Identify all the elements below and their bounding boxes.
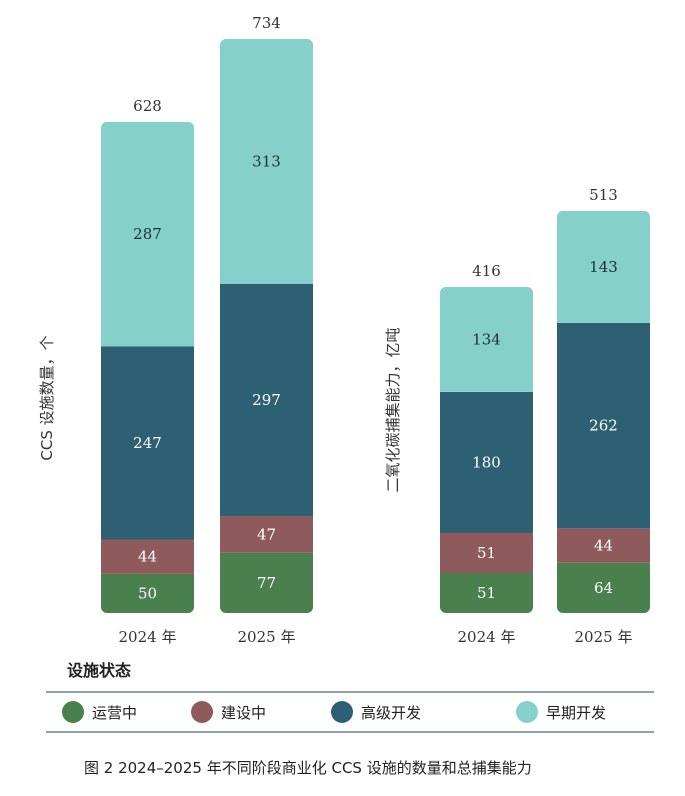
data-label: 262 xyxy=(589,417,618,435)
total-label: 734 xyxy=(252,14,281,32)
data-label: 51 xyxy=(477,544,496,562)
data-label: 180 xyxy=(472,453,501,471)
legend-swatch xyxy=(516,701,538,723)
bar-segment xyxy=(557,528,650,563)
bar-segment xyxy=(101,346,194,540)
data-label: 47 xyxy=(257,525,276,543)
x-tick-label: 2024 年 xyxy=(458,628,516,646)
bar-segment xyxy=(440,286,533,392)
bar-stack xyxy=(440,286,533,613)
total-label: 416 xyxy=(472,262,501,280)
bar-stack xyxy=(557,210,650,613)
y-axis-title: 二氧化碳捕集能力，亿吨 xyxy=(384,327,402,492)
legend-label: 高级开发 xyxy=(361,703,422,722)
legend-swatch xyxy=(62,701,84,723)
legend-title: 设施状态 xyxy=(67,661,132,680)
legend: 运营中 建设中 高级开发 早期开发 xyxy=(46,691,654,733)
legend-label: 建设中 xyxy=(221,703,267,722)
total-label: 628 xyxy=(133,97,162,115)
figure-caption: 图 2 2024–2025 年不同阶段商业化 CCS 设施的数量和总捕集能力 xyxy=(84,759,532,777)
data-label: 143 xyxy=(589,258,618,276)
legend-label: 早期开发 xyxy=(546,703,607,722)
legend-swatch xyxy=(191,701,213,723)
legend-item-advanced: 高级开发 xyxy=(331,701,421,723)
bar-segment xyxy=(220,283,313,517)
data-label: 64 xyxy=(594,579,613,597)
bar-segment xyxy=(557,322,650,529)
legend-swatch xyxy=(331,701,353,723)
bar-segment xyxy=(101,539,194,574)
bar-segment xyxy=(440,533,533,574)
chart: 50 44 247 287 628 2024 年 77 47 297 313 734 2025 年 CC… xyxy=(38,14,650,646)
bar-segment xyxy=(440,391,533,534)
data-label: 247 xyxy=(133,434,162,452)
data-label: 44 xyxy=(594,537,613,555)
data-label: 313 xyxy=(252,152,281,170)
bar-segment xyxy=(101,121,194,347)
legend-label: 运营中 xyxy=(92,703,138,722)
bar-segment xyxy=(557,562,650,613)
bar-segment xyxy=(440,573,533,613)
bar-segment xyxy=(220,39,313,284)
y-axis-title: CCS 设施数量，个 xyxy=(38,335,56,460)
bar-segment xyxy=(101,573,194,613)
data-label: 77 xyxy=(257,574,276,592)
bar-stack xyxy=(101,121,194,613)
bar-stack xyxy=(220,39,313,613)
legend-item-construction: 建设中 xyxy=(191,701,266,723)
data-label: 51 xyxy=(477,584,496,602)
chart-panel-capture-capacity: 51 51 180 134 416 2024 年 64 44 262 143 513 2025 年 二氧… xyxy=(384,186,650,646)
chart-panel-facility-count: 50 44 247 287 628 2024 年 77 47 297 313 734 2025 年 CC… xyxy=(38,14,313,646)
data-label: 297 xyxy=(252,391,281,409)
legend-item-operating: 运营中 xyxy=(62,701,137,723)
data-label: 44 xyxy=(138,548,157,566)
bar-segment xyxy=(220,516,313,553)
bar-segment xyxy=(557,210,650,323)
x-tick-label: 2025 年 xyxy=(575,628,633,646)
x-tick-label: 2025 年 xyxy=(238,628,296,646)
data-label: 134 xyxy=(472,330,501,348)
bar-segment xyxy=(220,552,313,613)
data-label: 287 xyxy=(133,225,162,243)
data-label: 50 xyxy=(138,584,157,602)
x-tick-label: 2024 年 xyxy=(119,628,177,646)
total-label: 513 xyxy=(589,186,618,204)
legend-item-early: 早期开发 xyxy=(516,701,606,723)
